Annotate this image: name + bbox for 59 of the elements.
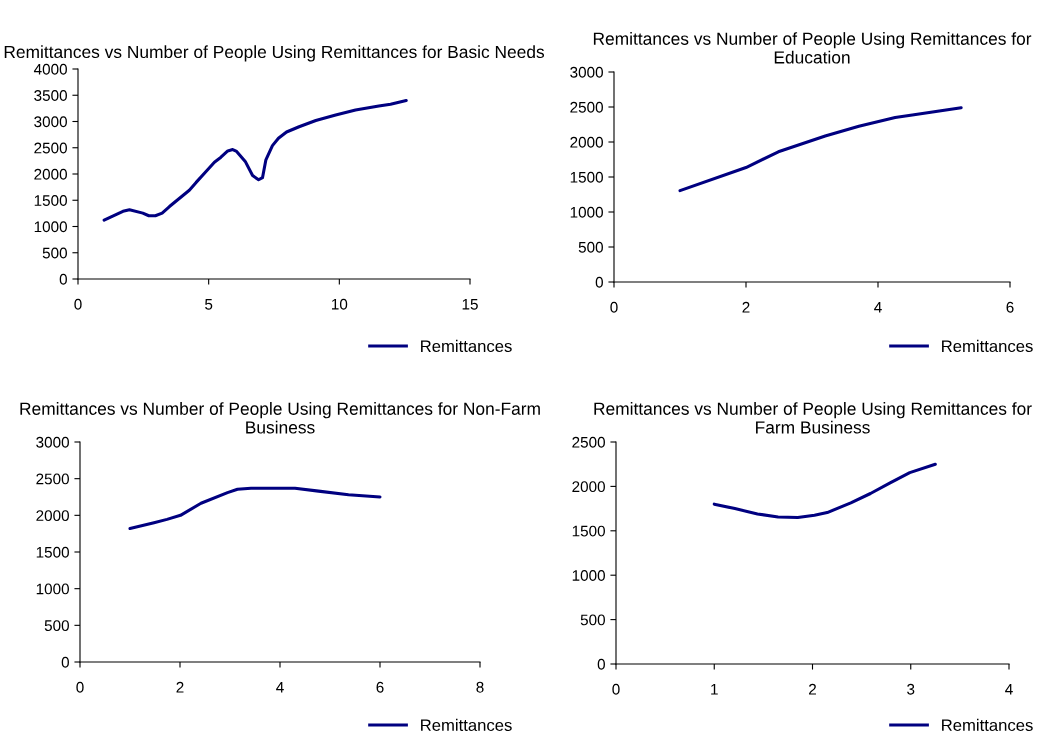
x-tick-label: 15 bbox=[462, 299, 478, 310]
x-tick-label: 4 bbox=[276, 682, 284, 693]
x-tick-label: 4 bbox=[874, 302, 882, 313]
y-tick-label: 1000 bbox=[34, 221, 67, 233]
y-tick-label: 1000 bbox=[570, 206, 603, 218]
x-tick-label: 0 bbox=[76, 681, 84, 693]
y-tick-label: 4000 bbox=[33, 63, 67, 75]
y-tick-label: 2500 bbox=[36, 473, 69, 485]
y-tick-label: 2500 bbox=[34, 142, 67, 154]
chart-title: Remittances vs Number of People Using Remittances for Non-Farm Business bbox=[20, 402, 540, 434]
x-tick-label: 4 bbox=[1005, 684, 1013, 695]
legend-label: Remittances bbox=[942, 339, 1033, 353]
y-tick-label: 1500 bbox=[34, 195, 67, 206]
y-tick-label: 2000 bbox=[570, 136, 603, 148]
y-tick-label: 500 bbox=[578, 241, 603, 253]
y-tick-label: 1500 bbox=[570, 171, 603, 183]
y-tick-label: 1000 bbox=[572, 570, 605, 581]
y-tick-label: 3000 bbox=[36, 436, 69, 448]
y-tick-label: 0 bbox=[597, 658, 605, 670]
y-tick-label: 2500 bbox=[572, 436, 605, 448]
x-tick-label: 2 bbox=[176, 681, 184, 693]
x-tick-label: 8 bbox=[476, 681, 484, 693]
y-tick-label: 2000 bbox=[36, 510, 69, 522]
y-tick-label: 3500 bbox=[34, 90, 67, 101]
y-tick-label: 500 bbox=[44, 620, 69, 632]
x-tick-label: 6 bbox=[1006, 301, 1014, 313]
x-tick-label: 2 bbox=[742, 301, 750, 313]
line-series bbox=[102, 98, 408, 222]
x-tick-label: 6 bbox=[376, 681, 384, 693]
y-tick-label: 2000 bbox=[572, 481, 605, 493]
line-series bbox=[128, 486, 382, 531]
x-tick-label: 1 bbox=[711, 684, 718, 695]
y-tick-label: 0 bbox=[595, 276, 603, 288]
chart-title: Remittances vs Number of People Using Remittances for Farm Business bbox=[594, 402, 1032, 434]
x-tick-label: 3 bbox=[907, 683, 915, 695]
x-tick-label: 0 bbox=[74, 298, 82, 310]
y-tick-label: 1500 bbox=[36, 546, 69, 558]
chart-title: Remittances vs Number of People Using Remittances for Education bbox=[593, 32, 1032, 64]
y-tick-label: 1500 bbox=[572, 525, 605, 537]
y-tick-label: 2500 bbox=[570, 101, 603, 113]
line-series bbox=[678, 106, 963, 193]
chart-title: Remittances vs Number of People Using Remittances for Basic Needs bbox=[4, 45, 545, 62]
x-tick-label: 10 bbox=[332, 298, 348, 310]
y-tick-label: 500 bbox=[580, 614, 605, 626]
x-tick-label: 0 bbox=[612, 683, 620, 695]
legend-label: Remittances bbox=[942, 718, 1033, 732]
y-tick-label: 0 bbox=[61, 656, 69, 668]
x-tick-label: 2 bbox=[809, 683, 816, 695]
y-tick-label: 1000 bbox=[36, 583, 69, 595]
line-series bbox=[712, 462, 937, 520]
y-tick-label: 3000 bbox=[34, 116, 67, 128]
x-tick-label: 5 bbox=[205, 299, 213, 310]
legend-label: Remittances bbox=[421, 339, 512, 353]
y-tick-label: 2000 bbox=[34, 168, 67, 180]
y-tick-label: 3000 bbox=[570, 66, 603, 78]
legend-label: Remittances bbox=[421, 718, 512, 732]
y-tick-label: 0 bbox=[59, 273, 67, 285]
x-tick-label: 0 bbox=[610, 301, 618, 313]
y-tick-label: 500 bbox=[42, 247, 67, 259]
